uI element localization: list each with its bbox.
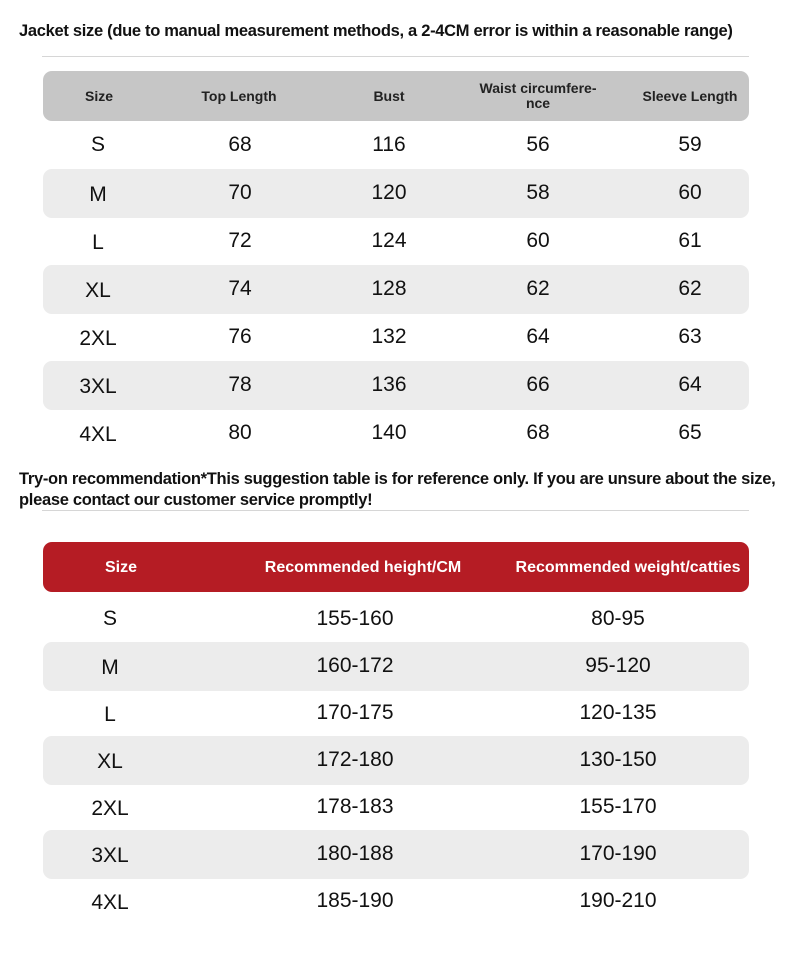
value-cell: 178-183 bbox=[316, 795, 394, 818]
size-cell: S bbox=[90, 133, 106, 156]
column-header: Waist circumfere- nce bbox=[479, 80, 597, 111]
value-cell: 116 bbox=[372, 133, 406, 156]
value-cell: 80 bbox=[228, 421, 252, 444]
value-cell: 70 bbox=[228, 181, 252, 204]
value-cell: 78 bbox=[228, 373, 252, 396]
size-cell: XL bbox=[97, 750, 123, 773]
column-header: Sleeve Length bbox=[642, 87, 738, 104]
jacket-table-header: Size Top Length Bust Waist circumfere- nce S… bbox=[43, 71, 749, 121]
value-cell: 155-160 bbox=[316, 607, 394, 630]
value-cell: 63 bbox=[678, 325, 702, 348]
column-header: Recommended height/CM bbox=[264, 558, 462, 576]
jacket-size-title: Jacket size (due to manual measurement m… bbox=[19, 22, 733, 40]
value-cell: 59 bbox=[678, 133, 702, 156]
value-cell: 180-188 bbox=[316, 842, 394, 865]
value-cell: 74 bbox=[228, 277, 252, 300]
column-header: Recommended weight/catties bbox=[515, 558, 741, 576]
size-cell: M bbox=[101, 656, 119, 679]
value-cell: 120 bbox=[371, 181, 407, 204]
value-cell: 124 bbox=[371, 229, 407, 252]
size-cell: 4XL bbox=[91, 891, 129, 914]
value-cell: 140 bbox=[371, 421, 407, 444]
value-cell: 172-180 bbox=[316, 748, 394, 771]
value-cell: 80-95 bbox=[591, 607, 645, 630]
size-cell: S bbox=[102, 607, 118, 630]
column-header: Bust bbox=[373, 87, 405, 104]
value-cell: 66 bbox=[526, 373, 550, 396]
value-cell: 190-210 bbox=[579, 889, 657, 912]
size-cell: L bbox=[104, 703, 116, 726]
size-cell: 2XL bbox=[91, 797, 129, 820]
row-stripe bbox=[43, 736, 749, 785]
size-cell: 4XL bbox=[79, 423, 117, 446]
value-cell: 76 bbox=[228, 325, 252, 348]
value-cell: 155-170 bbox=[579, 795, 657, 818]
value-cell: 185-190 bbox=[316, 889, 394, 912]
value-cell: 65 bbox=[678, 421, 702, 444]
value-cell: 130-150 bbox=[579, 748, 657, 771]
row-stripe bbox=[43, 830, 749, 879]
column-header: Size bbox=[104, 558, 138, 576]
value-cell: 160-172 bbox=[316, 654, 394, 677]
value-cell: 128 bbox=[371, 277, 407, 300]
column-header: Top Length bbox=[201, 87, 277, 104]
row-stripe bbox=[43, 361, 749, 410]
value-cell: 68 bbox=[526, 421, 550, 444]
value-cell: 68 bbox=[228, 133, 252, 156]
size-cell: 3XL bbox=[91, 844, 129, 867]
size-cell: M bbox=[89, 183, 107, 206]
value-cell: 60 bbox=[526, 229, 550, 252]
size-cell: 2XL bbox=[79, 327, 117, 350]
value-cell: 170-175 bbox=[316, 701, 394, 724]
size-cell: L bbox=[92, 231, 104, 254]
value-cell: 64 bbox=[526, 325, 550, 348]
value-cell: 60 bbox=[678, 181, 702, 204]
value-cell: 64 bbox=[678, 373, 702, 396]
recommendation-title: Try-on recommendation*This suggestion ta… bbox=[19, 470, 776, 509]
value-cell: 61 bbox=[678, 229, 702, 252]
column-header: Size bbox=[84, 87, 114, 104]
value-cell: 136 bbox=[371, 373, 407, 396]
value-cell: 58 bbox=[526, 181, 550, 204]
row-stripe bbox=[43, 642, 749, 691]
value-cell: 62 bbox=[678, 277, 702, 300]
row-stripe bbox=[43, 169, 749, 218]
size-cell: XL bbox=[85, 279, 111, 302]
row-stripe bbox=[43, 265, 749, 314]
divider bbox=[42, 56, 749, 57]
value-cell: 120-135 bbox=[579, 701, 657, 724]
recommendation-table-header: Size Recommended height/CM Recommended wei… bbox=[43, 542, 749, 592]
value-cell: 62 bbox=[526, 277, 550, 300]
value-cell: 95-120 bbox=[585, 654, 651, 677]
value-cell: 72 bbox=[228, 229, 252, 252]
size-cell: 3XL bbox=[79, 375, 117, 398]
divider bbox=[42, 510, 749, 511]
value-cell: 132 bbox=[371, 325, 407, 348]
value-cell: 170-190 bbox=[579, 842, 657, 865]
value-cell: 56 bbox=[526, 133, 550, 156]
